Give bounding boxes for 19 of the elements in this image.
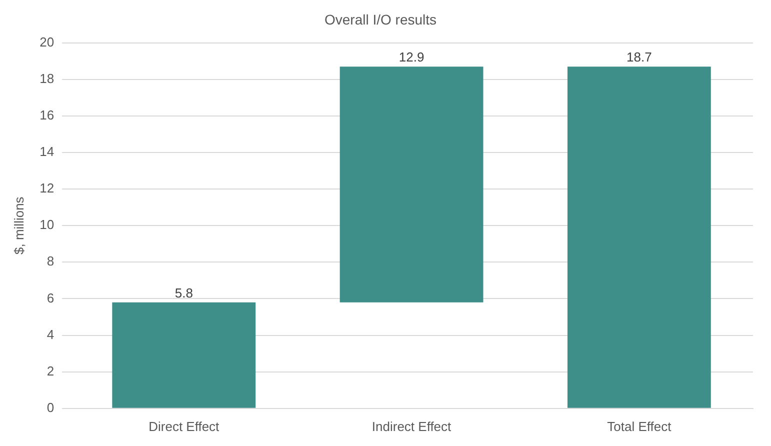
x-tick-label: Total Effect bbox=[607, 418, 672, 434]
x-tick-label: Indirect Effect bbox=[372, 418, 452, 434]
y-tick-label: 14 bbox=[40, 144, 54, 160]
y-tick-label: 4 bbox=[46, 326, 54, 342]
data-label: 18.7 bbox=[626, 50, 652, 65]
y-tick-label: 6 bbox=[46, 290, 54, 306]
y-tick-label: 16 bbox=[40, 108, 54, 122]
y-tick-label: 20 bbox=[40, 34, 54, 50]
data-label: 5.8 bbox=[174, 285, 193, 300]
y-tick-label: 8 bbox=[46, 254, 54, 269]
y-tick-label: 10 bbox=[40, 217, 54, 232]
y-axis-title: $, millions bbox=[11, 196, 26, 254]
y-tick-label: 18 bbox=[40, 70, 54, 86]
data-label: 12.9 bbox=[398, 50, 424, 65]
y-tick-label: 2 bbox=[46, 363, 54, 378]
x-tick-label: Direct Effect bbox=[148, 418, 220, 434]
chart-title: Overall I/O results bbox=[324, 11, 437, 28]
y-tick-label: 0 bbox=[46, 400, 54, 415]
y-tick-label: 12 bbox=[40, 180, 54, 196]
